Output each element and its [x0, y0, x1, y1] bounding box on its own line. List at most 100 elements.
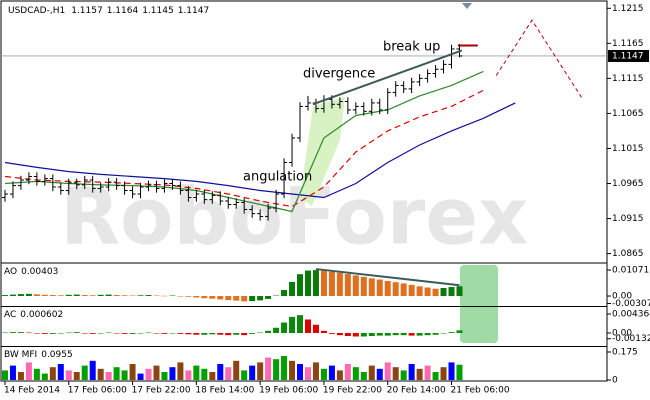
histogram-bar: [456, 364, 463, 380]
histogram-bar: [249, 332, 256, 334]
y-tick-label: -0.00307: [612, 299, 650, 309]
histogram-bar: [201, 332, 208, 335]
histogram-bar: [384, 280, 391, 297]
y-tick-label: 1.1215: [612, 4, 644, 14]
histogram-bar: [281, 356, 288, 380]
price-label-box: [608, 49, 649, 62]
histogram-bar: [304, 319, 311, 333]
histogram-bar: [105, 372, 112, 380]
histogram-bar: [241, 296, 248, 302]
histogram-bar: [97, 294, 104, 297]
histogram-bar: [265, 296, 272, 299]
histogram-bar: [320, 368, 327, 380]
histogram-bar: [177, 296, 184, 297]
histogram-bar: [297, 315, 304, 333]
histogram-bar: [265, 357, 272, 380]
histogram-bar: [17, 332, 24, 333]
histogram-bar: [360, 276, 367, 297]
histogram-bar: [273, 359, 280, 380]
histogram-bar: [233, 360, 240, 380]
histogram-bar: [193, 365, 200, 380]
histogram-bar: [9, 332, 16, 333]
histogram-bar: [25, 332, 32, 334]
histogram-bar: [400, 370, 407, 380]
histogram-bar: [352, 367, 359, 380]
histogram-bar: [145, 332, 152, 334]
histogram-bar: [440, 288, 447, 297]
histogram-bar: [416, 332, 423, 336]
histogram-bar: [304, 270, 311, 297]
x-tick-label: 17 Feb 22:00: [132, 386, 191, 396]
histogram-bar: [129, 295, 136, 297]
y-tick-label: 0.00: [612, 292, 632, 302]
histogram-bar: [33, 332, 40, 334]
histogram-bar: [89, 332, 96, 334]
x-tick-label: 19 Feb 06:00: [259, 386, 318, 396]
annotation: break up: [383, 40, 440, 55]
histogram-bar: [161, 372, 168, 380]
histogram-bar: [169, 367, 176, 380]
indicator-name: AC: [4, 310, 16, 320]
histogram-bar: [392, 332, 399, 336]
close-value: 1.1147: [178, 6, 210, 16]
histogram-bar: [297, 274, 304, 297]
histogram-bar: [1, 370, 8, 380]
histogram-bar: [137, 295, 144, 297]
histogram-bar: [456, 330, 463, 333]
divergence-line: [315, 268, 460, 287]
histogram-bar: [145, 295, 152, 297]
histogram-bar: [328, 365, 335, 380]
indicator-line: [4, 102, 516, 199]
histogram-bar: [368, 332, 375, 337]
histogram-bar: [424, 365, 431, 380]
histogram-bar: [400, 283, 407, 297]
histogram-bar: [408, 364, 415, 380]
histogram-bar: [25, 362, 32, 380]
histogram-bar: [448, 362, 455, 380]
histogram-bar: [368, 365, 375, 380]
histogram-bar: [257, 296, 264, 301]
histogram-bar: [328, 271, 335, 297]
histogram-bar: [304, 367, 311, 380]
y-tick-label: 1.1115: [612, 74, 644, 84]
histogram-bar: [384, 332, 391, 336]
histogram-bar: [57, 332, 64, 334]
histogram-bar: [177, 332, 184, 334]
histogram-bar: [89, 295, 96, 297]
histogram-bar: [289, 316, 296, 333]
shift-marker: [462, 3, 472, 9]
histogram-bar: [41, 294, 48, 297]
histogram-bar: [121, 295, 128, 297]
histogram-bar: [193, 296, 200, 298]
x-tick-label: 18 Feb 14:00: [195, 386, 254, 396]
histogram-bar: [161, 332, 168, 334]
indicator-value: 0.00403: [21, 267, 58, 277]
histogram-bar: [113, 332, 120, 334]
histogram-bar: [432, 332, 439, 335]
histogram-bar: [153, 332, 160, 334]
histogram-bar: [408, 332, 415, 336]
indicator-name: AO: [4, 267, 17, 277]
histogram-bar: [376, 368, 383, 380]
histogram-bar: [448, 287, 455, 297]
y-tick-label: 1.1015: [612, 144, 644, 154]
histogram-bar: [169, 332, 176, 334]
x-tick-label: 20 Feb 14:00: [387, 386, 446, 396]
pane-title: AC 0.000602: [4, 310, 63, 320]
forecast-line: [495, 19, 582, 98]
histogram-bar: [185, 296, 192, 297]
histogram-bar: [312, 324, 319, 333]
histogram-bar: [241, 370, 248, 380]
histogram-bar: [424, 332, 431, 336]
histogram-bar: [121, 370, 128, 380]
y-tick-label: 0: [612, 376, 618, 386]
histogram-bar: [25, 293, 32, 297]
indicator-line: [4, 89, 484, 208]
histogram-bar: [225, 332, 232, 336]
histogram-bar: [177, 362, 184, 380]
histogram-bar: [73, 294, 80, 297]
histogram-bar: [233, 332, 240, 335]
histogram-bar: [57, 364, 64, 380]
histogram-bar: [209, 332, 216, 335]
histogram-bar: [344, 364, 351, 380]
